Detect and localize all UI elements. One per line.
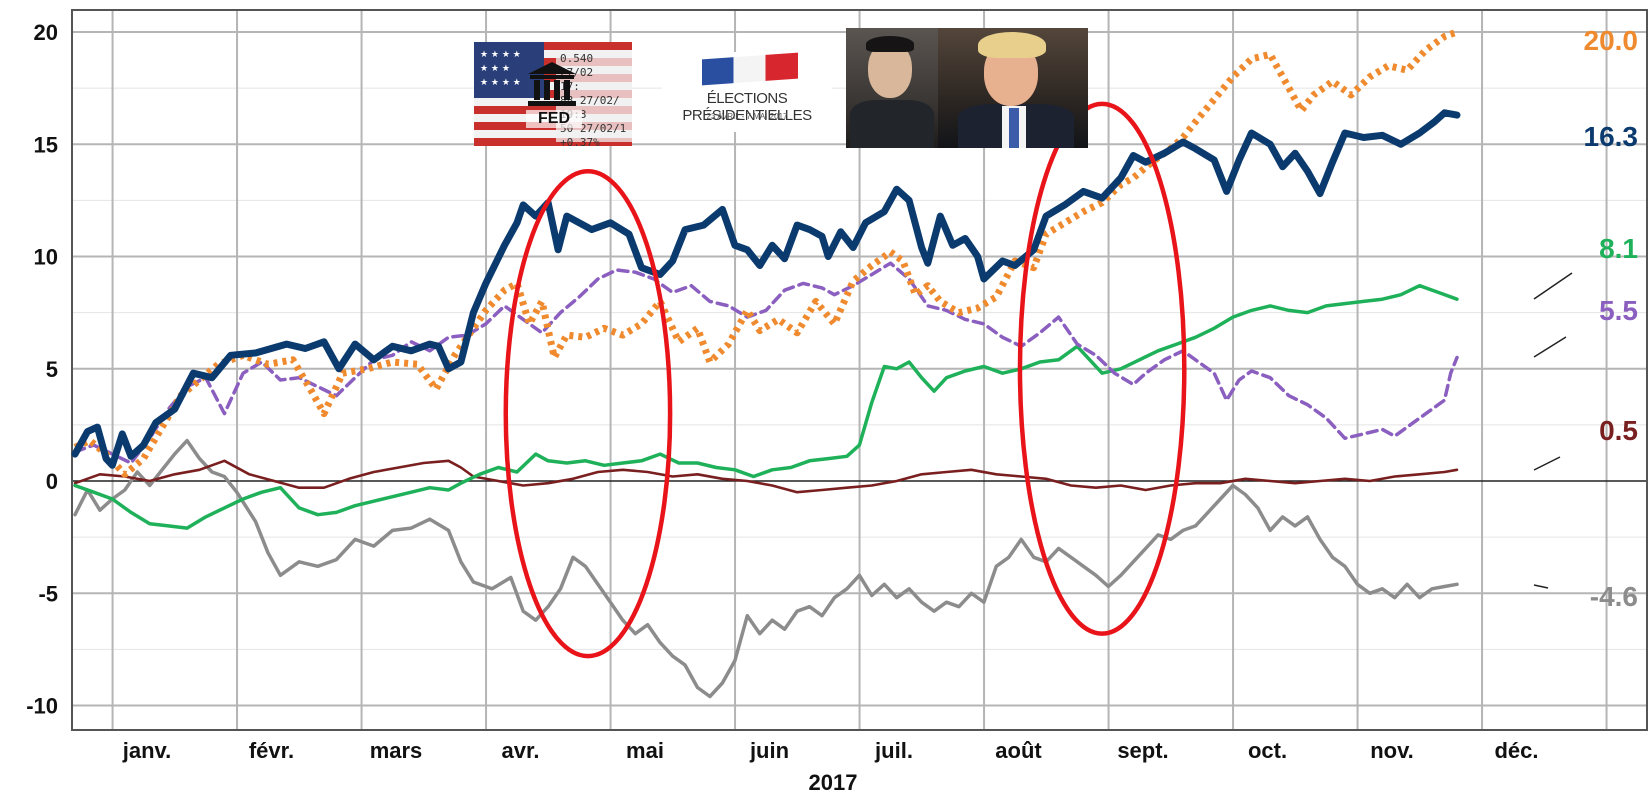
x-tick-label: avr.: [502, 738, 540, 763]
axes: [71, 9, 1648, 731]
y-tick-label: 15: [34, 132, 58, 157]
series-line: [73, 283, 1459, 530]
x-tick-label: mai: [626, 738, 664, 763]
series-line: [73, 28, 1459, 478]
leader-photo-left: [846, 28, 938, 148]
us-flag-canton: [474, 42, 544, 98]
leaders-photo: [846, 28, 1088, 148]
series-line: [73, 438, 1459, 699]
french-election-image: ÉLECTIONS PRÉSIDENTIELLES 23 AVRIL - 7 M…: [662, 52, 832, 132]
x-tick-label: oct.: [1248, 738, 1287, 763]
y-tick-label: 10: [34, 245, 58, 270]
end-labels: 16.3 20.0 5.5 8.1 0.5 -4.6: [1584, 25, 1639, 612]
series-line: [73, 261, 1459, 465]
x-tick-label: janv.: [122, 738, 172, 763]
series-line: [73, 459, 1459, 494]
x-tick-label: juin: [749, 738, 789, 763]
end-value-label: 0.5: [1599, 415, 1638, 446]
series-line: [71, 109, 1461, 469]
x-axis-title: 2017: [809, 770, 858, 795]
grid: [72, 10, 1648, 730]
x-tick-label: juil.: [874, 738, 913, 763]
french-flag-icon: [702, 52, 798, 86]
ticker-line: +0.37%: [560, 136, 600, 146]
election-dates: 23 AVRIL - 7 MAI 2017: [706, 112, 788, 121]
y-tick-label: 0: [46, 469, 58, 494]
x-tick-label: août: [995, 738, 1042, 763]
y-tick-label: -5: [38, 581, 58, 606]
x-tick-label: mars: [370, 738, 423, 763]
plot-frame: [71, 9, 1648, 731]
annotation-ellipse: [503, 168, 673, 659]
fed-label: FED: [526, 110, 582, 128]
y-tick-label: 20: [34, 20, 58, 45]
end-label-leaders: [1533, 272, 1573, 589]
x-tick-label: déc.: [1494, 738, 1538, 763]
series-lines: [71, 28, 1461, 699]
end-value-label: 5.5: [1599, 295, 1638, 326]
x-tick-label: nov.: [1370, 738, 1414, 763]
bank-building-icon: [528, 62, 576, 106]
y-axis-ticks: 20 15 10 5 0 -5 -10: [26, 20, 58, 719]
fed-image: 0.540 27/02 17: 88 27/02/ 19:3 50 27/02/…: [474, 42, 632, 146]
end-value-label: 16.3: [1584, 121, 1639, 152]
end-value-label: 8.1: [1599, 233, 1638, 264]
annotation-ellipse: [1017, 101, 1187, 636]
leader-line: [1533, 336, 1567, 358]
leader-line: [1533, 272, 1573, 300]
x-axis-ticks: janv. févr. mars avr. mai juin juil. août sept. o…: [122, 738, 1539, 763]
election-title: ÉLECTIONS PRÉSIDENTIELLES: [682, 90, 812, 124]
leader-photo-right: [938, 28, 1088, 148]
x-tick-label: févr.: [249, 738, 294, 763]
end-value-label: -4.6: [1590, 581, 1638, 612]
leader-line: [1533, 584, 1549, 589]
annotation-ellipses: [503, 101, 1187, 659]
y-tick-label: 5: [46, 357, 58, 382]
y-tick-label: -10: [26, 694, 58, 719]
leader-line: [1533, 456, 1561, 471]
end-value-label: 20.0: [1584, 25, 1639, 56]
x-tick-label: sept.: [1117, 738, 1168, 763]
